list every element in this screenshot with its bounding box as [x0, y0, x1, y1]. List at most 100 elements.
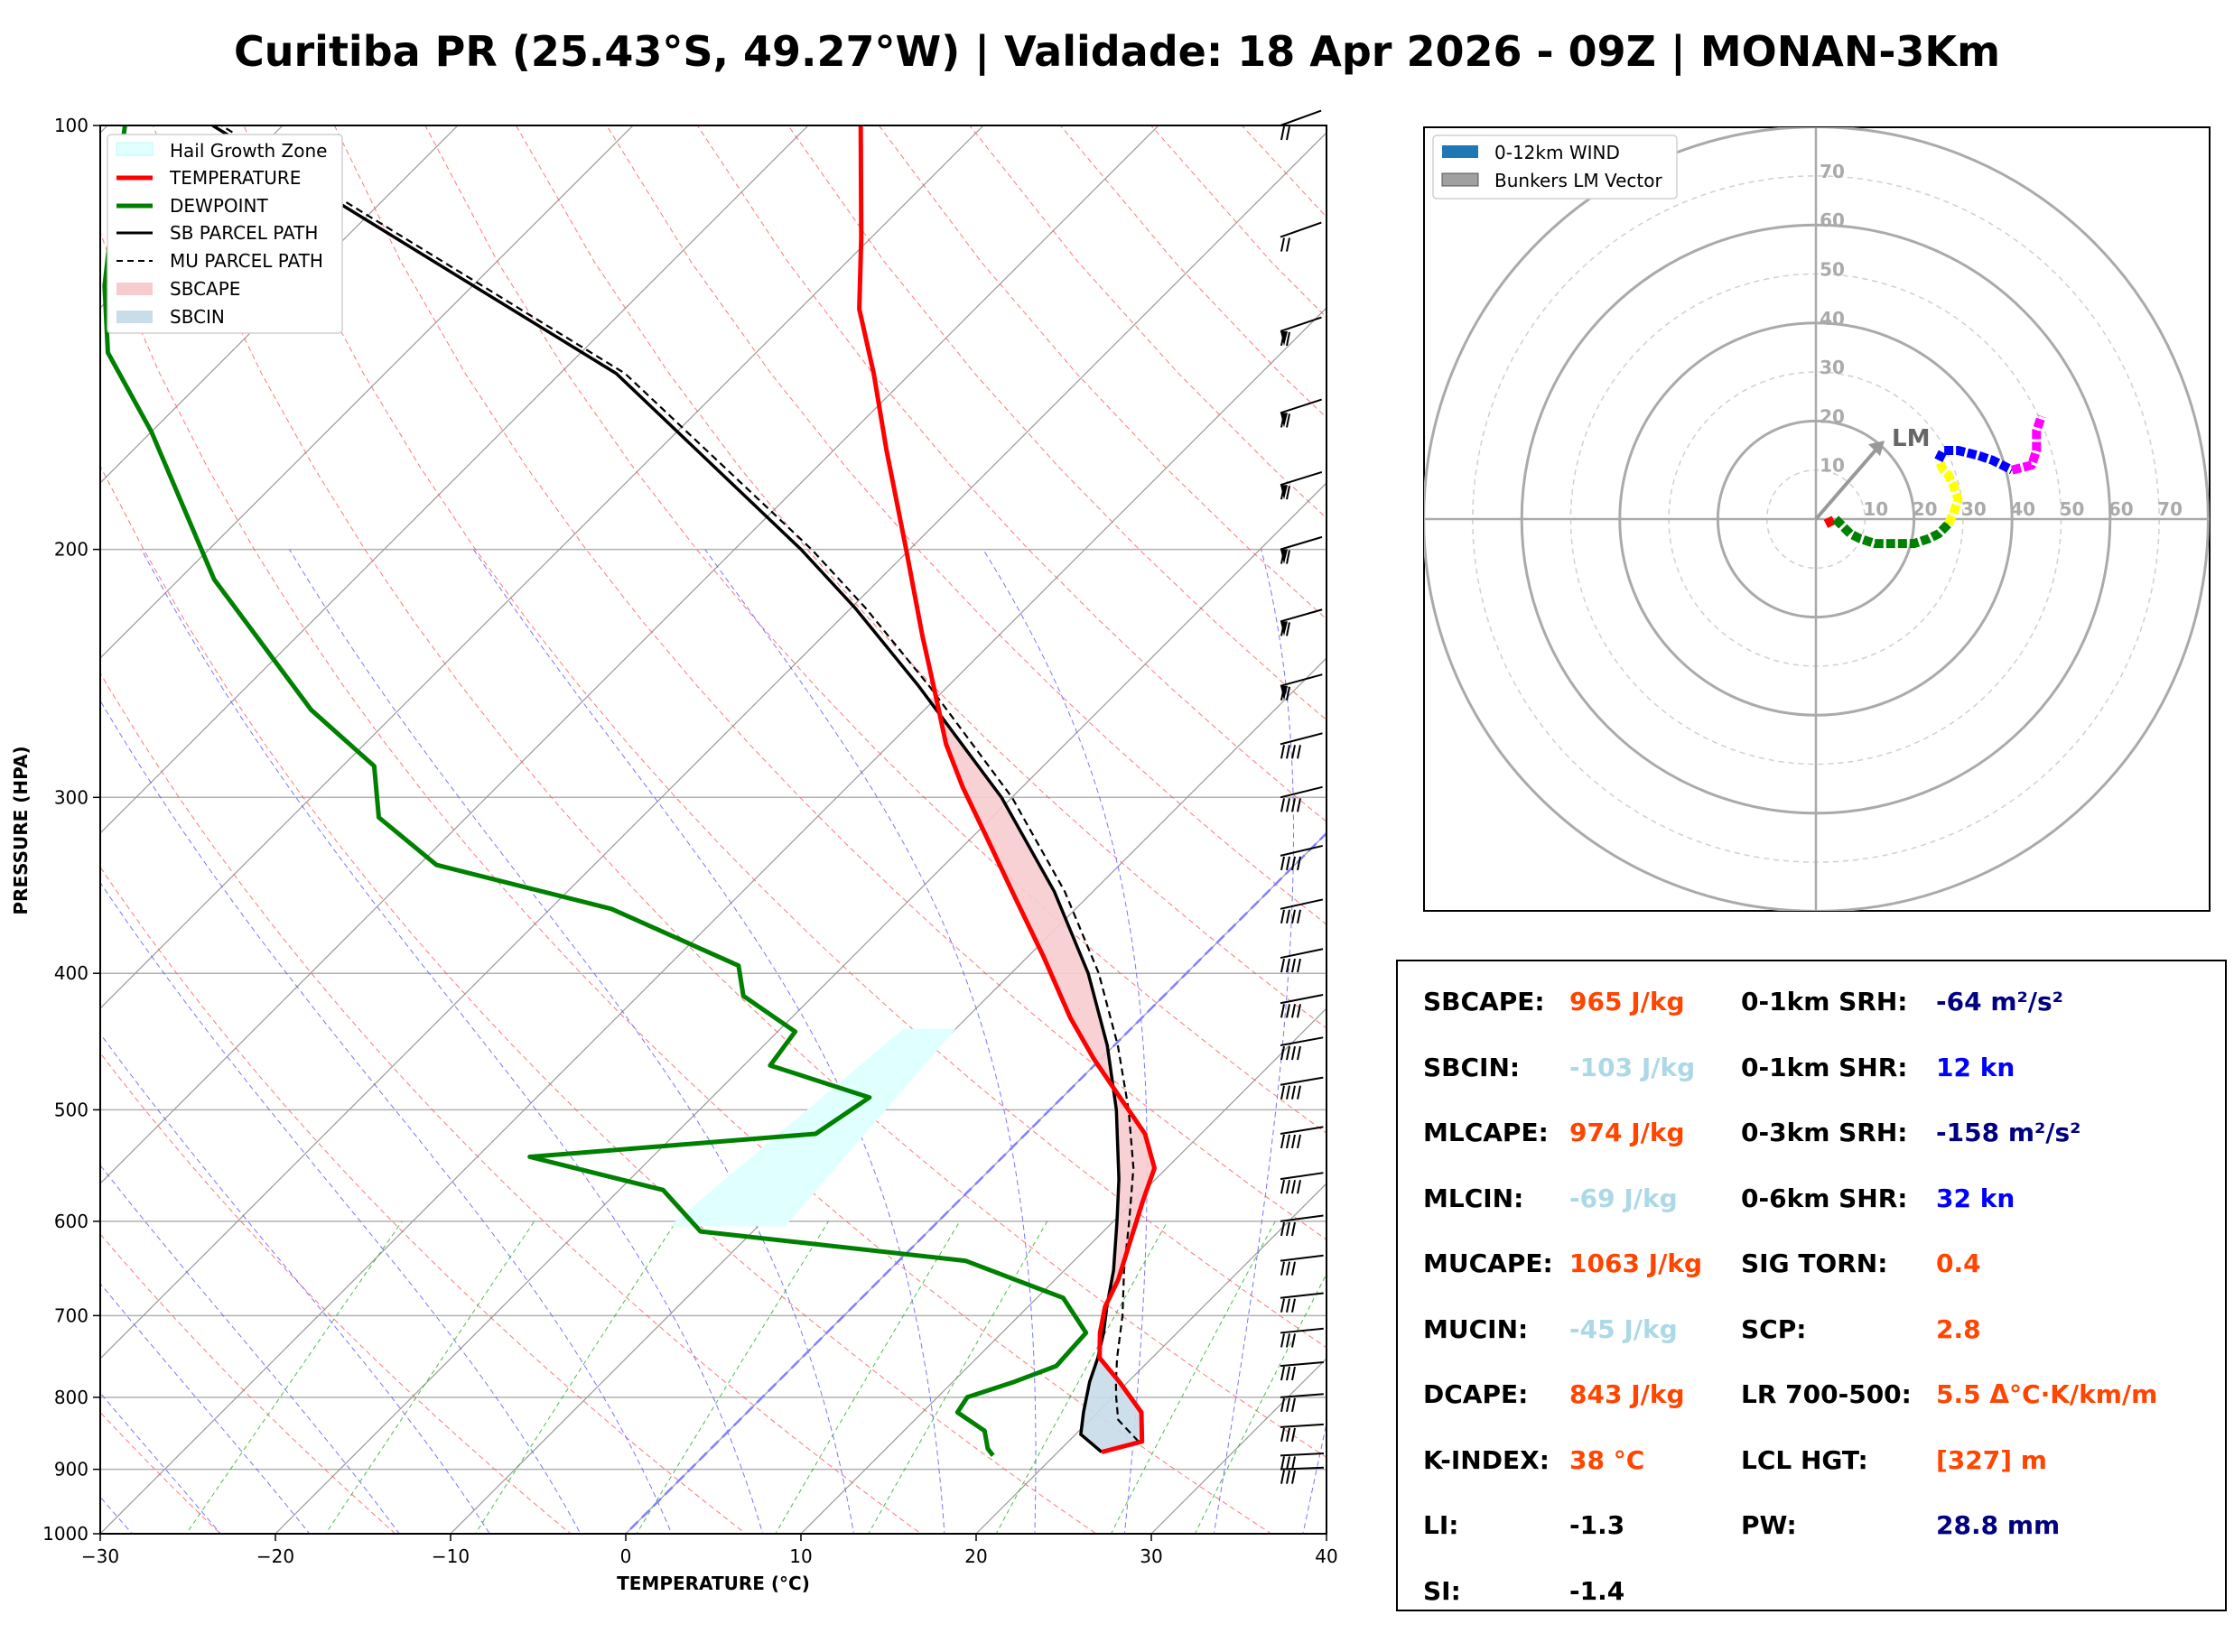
- dry-adiabat: [100, 464, 1097, 1534]
- wind-barb-feather: [1291, 1179, 1296, 1194]
- mixing-ratio-line: [1194, 1273, 1326, 1534]
- legend-swatch-lm: [1441, 172, 1479, 187]
- wind-barb-staff: [1280, 1036, 1324, 1046]
- wind-barb-feather: [1280, 1261, 1285, 1276]
- wind-barb: [1280, 1466, 1325, 1484]
- wind-barb-staff: [1280, 316, 1322, 332]
- legend-label-sb-parcel: SB PARCEL PATH: [170, 222, 318, 244]
- wind-barb-feather: [1291, 1427, 1296, 1443]
- wind-barb: [1280, 535, 1323, 564]
- skewt-frame: [99, 125, 1327, 1535]
- isotherm: [450, 657, 1326, 1534]
- param-value: -1.3: [1569, 1510, 1625, 1540]
- skewt-profiles: [102, 125, 1157, 1457]
- wind-barb-staff: [1280, 1452, 1324, 1457]
- wind-barb-feather: [1297, 1004, 1301, 1018]
- param-value: 2.8: [1936, 1313, 1981, 1344]
- hodograph-ring-label: 50: [2060, 498, 2085, 520]
- dry-adiabat: [333, 125, 1326, 1240]
- param-value: 0.4: [1936, 1248, 1981, 1278]
- mixing-ratio-line: [185, 1220, 403, 1534]
- wind-barb-feather: [1286, 486, 1290, 500]
- wind-barb-feather: [1286, 1134, 1290, 1149]
- y-tick-label: 900: [54, 1459, 88, 1480]
- param-label: SIG TORN:: [1741, 1248, 1888, 1278]
- wind-barb-feather: [1280, 237, 1285, 252]
- wind-barb: [1280, 1292, 1324, 1313]
- wind-barb-feather: [1286, 1397, 1290, 1413]
- x-axis-label: TEMPERATURE (°C): [617, 1573, 810, 1594]
- isotherm: [100, 125, 1159, 1184]
- wind-barb-staff: [1280, 1254, 1324, 1262]
- wind-barb-feather: [1280, 1470, 1285, 1484]
- hodograph-segment: [1832, 515, 1952, 549]
- wind-barb-feather: [1291, 745, 1296, 759]
- param-value: 1063 J/kg: [1569, 1248, 1702, 1278]
- wind-barb-feather: [1280, 1179, 1285, 1194]
- wind-barb-feather: [1291, 1045, 1296, 1061]
- dry-adiabat: [100, 1052, 572, 1534]
- wind-barb: [1280, 470, 1323, 500]
- wind-barb: [1280, 1327, 1324, 1348]
- wind-barb-feather: [1286, 745, 1290, 759]
- moist-adiabat: [100, 1165, 400, 1534]
- wind-barb-feather: [1297, 745, 1301, 759]
- wind-barb-feather: [1280, 909, 1285, 924]
- legend-label-sbcape: SBCAPE: [170, 278, 240, 300]
- param-label: MLCAPE:: [1423, 1118, 1549, 1147]
- isotherm: [100, 125, 809, 834]
- legend-label-lm: Bunkers LM Vector: [1494, 170, 1663, 191]
- moist-adiabat: [100, 1283, 311, 1534]
- y-axis-label: PRESSURE (HPA): [10, 746, 32, 914]
- wind-barb-feather: [1291, 1333, 1296, 1348]
- wind-barb-feather: [1280, 1427, 1285, 1443]
- wind-barb-staff: [1280, 535, 1323, 551]
- mixing-ratio-line: [636, 1220, 830, 1534]
- hodograph-ring-label: 50: [1820, 259, 1845, 281]
- param-value: -158 m²/s²: [1936, 1118, 2081, 1147]
- param-value: -45 J/kg: [1569, 1313, 1678, 1344]
- wind-barb-feather: [1297, 1179, 1301, 1194]
- dry-adiabat: [100, 1411, 221, 1534]
- wind-barb-feather: [1286, 1261, 1290, 1276]
- wind-barb-feather: [1297, 1045, 1301, 1061]
- param-value: 5.5 Δ°C·K/km/m: [1936, 1379, 2158, 1409]
- wind-barb-staff: [1280, 1466, 1325, 1471]
- moist-adiabat: [1302, 1421, 1326, 1534]
- wind-barb-staff: [1280, 1360, 1324, 1368]
- param-value: -103 J/kg: [1569, 1052, 1696, 1082]
- dry-adiabat: [100, 230, 1272, 1534]
- moist-adiabat: [100, 1496, 133, 1534]
- hodograph-ring-label: 10: [1820, 455, 1845, 477]
- dry-adiabat: [243, 125, 1326, 1349]
- wind-barb: [1280, 1126, 1324, 1149]
- moist-adiabat: [0, 550, 70, 1564]
- param-label: MUCAPE:: [1423, 1248, 1553, 1278]
- wind-barb-feather: [1291, 1221, 1296, 1237]
- wind-barb-feather: [1280, 856, 1285, 871]
- param-label: SBCIN:: [1423, 1052, 1521, 1082]
- wind-barb-feather: [1280, 622, 1285, 636]
- param-label: 0-3km SRH:: [1741, 1118, 1908, 1147]
- wind-barb-staff: [1280, 221, 1322, 238]
- hodograph-ring-label: 10: [1863, 498, 1888, 520]
- y-tick-label: 500: [54, 1099, 88, 1120]
- param-label: 0-1km SRH:: [1741, 987, 1908, 1016]
- wind-barb: [1280, 1393, 1324, 1413]
- hodograph-ring-label: 70: [1820, 161, 1845, 182]
- wind-barb: [1280, 1214, 1324, 1237]
- isotherm: [625, 832, 1326, 1534]
- wind-barb-feather: [1291, 1470, 1296, 1484]
- wind-barb: [1280, 1172, 1324, 1194]
- wind-barb-feather: [1286, 237, 1290, 252]
- wind-barb: [1280, 1036, 1324, 1061]
- wind-barb-feather: [1286, 686, 1290, 701]
- wind-barb-feather: [1286, 125, 1290, 141]
- wind-barb-staff: [1280, 109, 1322, 126]
- dewpoint-line: [102, 125, 1089, 1457]
- hodograph-ring-label: 30: [1961, 498, 1987, 520]
- hodograph-ring-label: 20: [1913, 498, 1938, 520]
- wind-barbs: [1280, 109, 1325, 1484]
- legend-swatch-sbcape: [116, 283, 153, 295]
